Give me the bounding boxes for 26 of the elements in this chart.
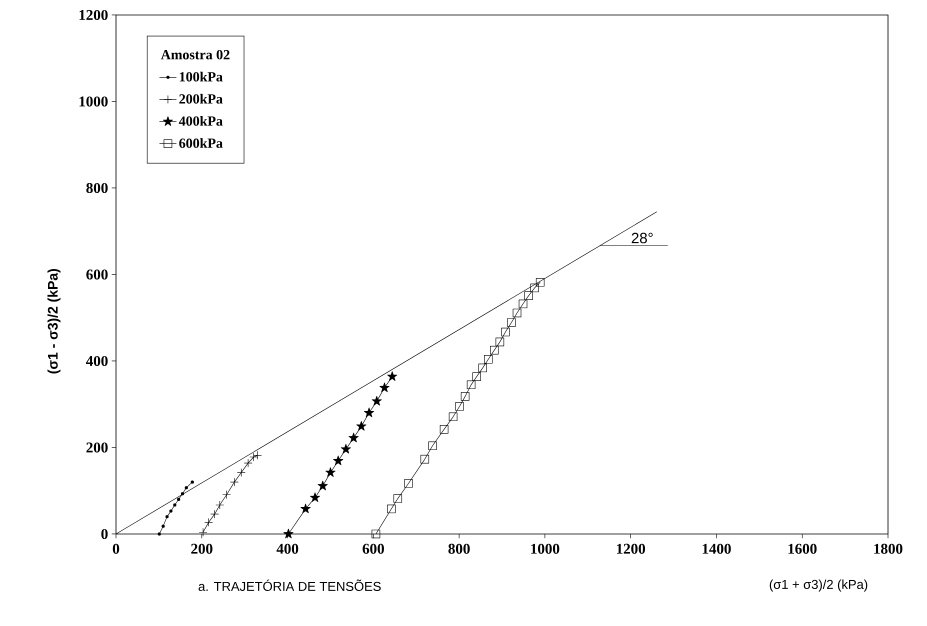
x-axis-title: (σ1 + σ3)/2 (kPa) [770, 580, 868, 592]
y-tick-label: 400 [86, 356, 108, 366]
x-tick-label: 1400 [702, 544, 731, 554]
x-tick-label: 1000 [531, 544, 560, 554]
y-tick-label: 1200 [80, 10, 108, 20]
y-tick-label: 0 [101, 528, 108, 540]
x-tick-label: 1200 [616, 544, 646, 554]
y-tick-label: 200 [86, 442, 108, 453]
x-tick-label: 600 [362, 544, 384, 554]
legend-label: 400kPa [178, 116, 223, 126]
y-tick-label: 800 [86, 182, 108, 194]
y-tick-label: 1000 [80, 96, 108, 107]
y-tick-label: 600 [86, 269, 108, 280]
legend-label: 200kPa [179, 94, 223, 104]
x-tick-label: 800 [448, 544, 470, 554]
legend-label: 600kPa [179, 138, 223, 148]
x-tick-label: 400 [276, 544, 298, 554]
x-tick-label: 0 [112, 544, 120, 554]
legend-title: Amostra 02 [160, 50, 230, 60]
text: a. TRAJETÓRIA DE TENSÕES [198, 580, 381, 591]
legend-label: 100kPa [180, 72, 223, 82]
x-tick-label: 200 [191, 544, 212, 554]
x-tick-label: 1800 [874, 544, 902, 554]
y-axis-title: (σ1 - σ3)/2 (kPa) [47, 268, 60, 374]
annotation: 28° [632, 232, 653, 244]
x-tick-label: 1600 [788, 544, 817, 554]
